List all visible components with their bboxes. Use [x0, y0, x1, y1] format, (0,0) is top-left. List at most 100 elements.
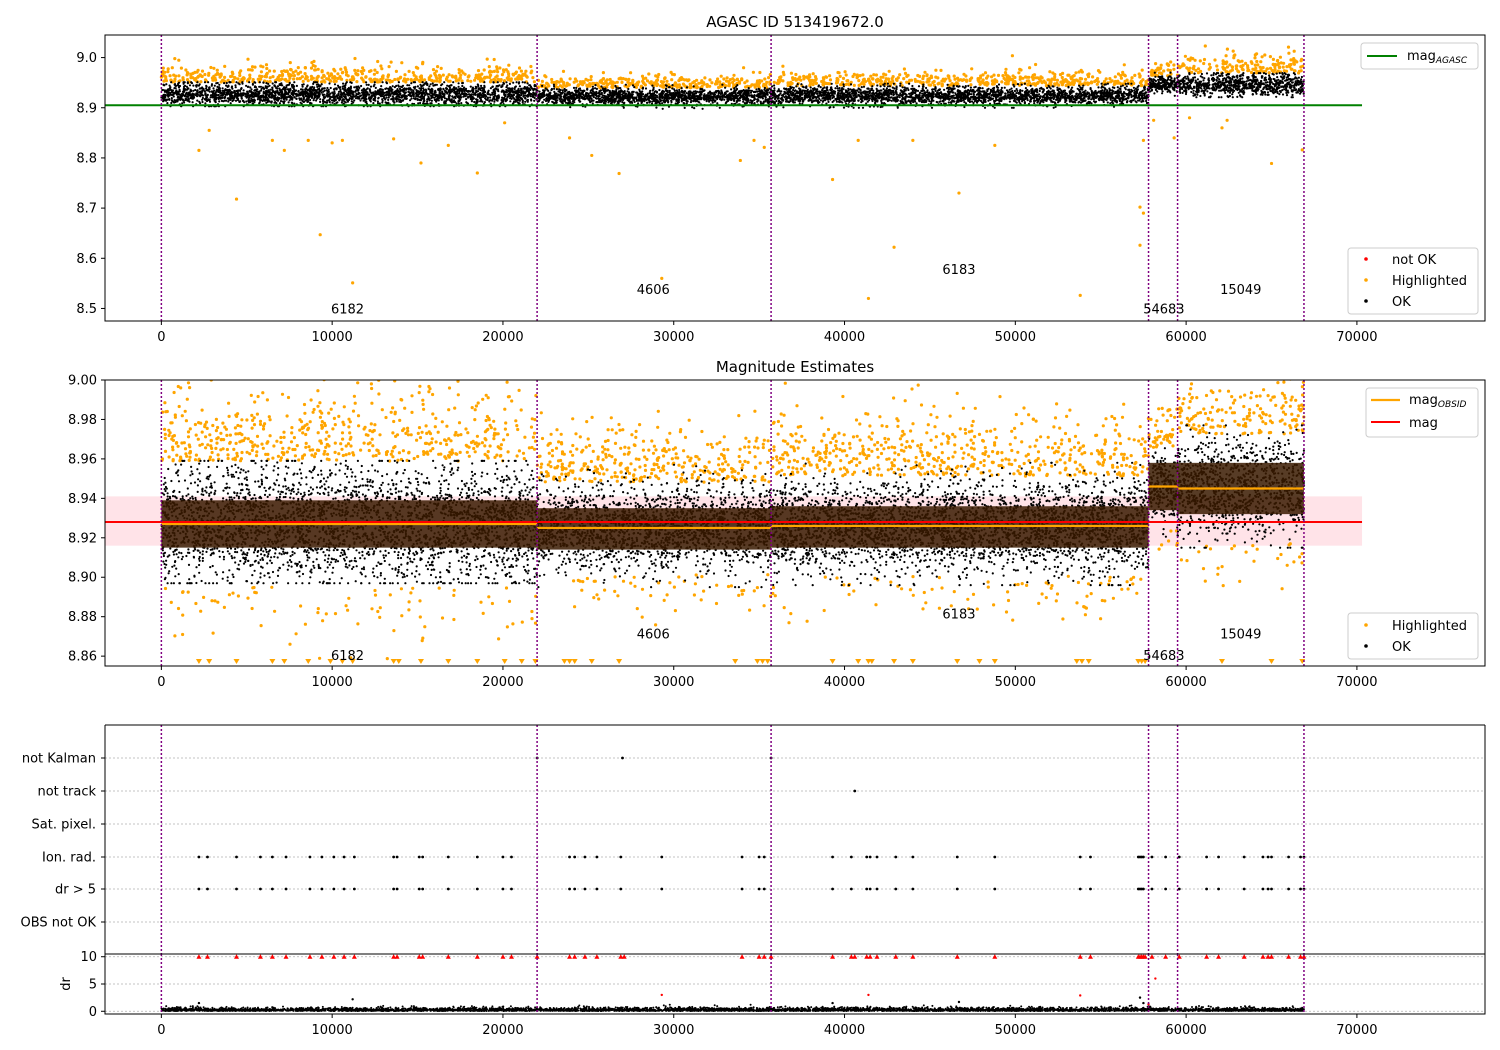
- data-point-ok: [543, 98, 546, 101]
- data-point-ok: [476, 83, 479, 86]
- data-point-ok: [217, 89, 220, 92]
- data-point-ok: [311, 85, 314, 88]
- data-point-ok: [685, 102, 688, 105]
- data-point-ok: [381, 81, 384, 84]
- data-point-ok: [227, 100, 230, 103]
- data-point-highlighted: [802, 74, 806, 78]
- data-point-ok: [481, 95, 484, 98]
- data-point-ok: [409, 92, 412, 95]
- data-point-ok: [186, 95, 189, 98]
- data-point-ok: [493, 91, 496, 94]
- data-point-ok: [289, 97, 292, 100]
- data-point-highlighted: [332, 67, 336, 71]
- data-point-highlighted: [1244, 61, 1248, 65]
- data-point-highlighted: [354, 71, 358, 75]
- data-point-ok: [356, 96, 360, 99]
- data-point-highlighted: [1034, 76, 1038, 80]
- data-point-ok: [224, 95, 227, 99]
- data-point-ok: [594, 84, 597, 87]
- data-point-highlighted: [1069, 77, 1073, 81]
- data-point-ok: [402, 90, 405, 93]
- data-point-ok: [177, 96, 180, 99]
- data-point-ok: [543, 89, 546, 92]
- data-point-highlighted: [978, 82, 982, 86]
- data-point-ok: [426, 100, 429, 103]
- data-point-ok: [376, 90, 379, 93]
- data-point-ok: [201, 87, 205, 90]
- data-point-ok: [177, 81, 181, 84]
- data-point-ok: [344, 82, 347, 85]
- data-point-highlighted: [386, 78, 390, 82]
- data-point-ok: [514, 85, 518, 88]
- data-point-highlighted: [862, 82, 866, 86]
- data-point-ok: [162, 83, 165, 87]
- data-point-highlighted: [1096, 77, 1100, 81]
- data-point-ok: [595, 87, 599, 90]
- data-point-highlighted: [504, 68, 508, 72]
- data-point-ok: [397, 98, 400, 101]
- data-point-ok: [627, 87, 630, 91]
- data-point-ok: [280, 97, 283, 100]
- data-point-highlighted: [1116, 72, 1121, 76]
- data-point-ok: [241, 99, 244, 102]
- data-point-ok: [250, 97, 253, 100]
- data-point-ok: [361, 96, 364, 100]
- data-point-highlighted: [936, 82, 940, 86]
- data-point-highlighted: [356, 69, 360, 73]
- data-point-ok: [427, 87, 430, 90]
- data-point-highlighted: [828, 74, 832, 78]
- data-point-highlighted: [1019, 68, 1023, 72]
- data-point-ok: [205, 84, 208, 87]
- data-point-highlighted: [611, 84, 615, 88]
- data-point-ok: [509, 88, 512, 91]
- data-point-highlighted: [572, 80, 576, 84]
- data-point-ok: [516, 101, 520, 104]
- data-point-ok: [407, 88, 410, 91]
- data-point-ok: [180, 92, 184, 95]
- data-point-ok: [232, 91, 235, 94]
- data-point-highlighted: [956, 76, 960, 80]
- data-point-ok: [176, 100, 179, 103]
- data-point-highlighted: [906, 73, 910, 77]
- data-point-ok: [260, 95, 264, 98]
- data-point-highlighted: [745, 79, 749, 83]
- data-point-ok: [271, 86, 274, 89]
- data-point-highlighted: [489, 78, 493, 82]
- data-point-highlighted: [629, 71, 633, 75]
- data-point-highlighted: [948, 79, 952, 83]
- data-point-ok: [450, 98, 453, 101]
- data-point-highlighted: [1095, 82, 1099, 86]
- data-point-highlighted: [499, 79, 503, 83]
- data-point-highlighted: [1072, 82, 1076, 87]
- data-point-highlighted: [640, 74, 645, 78]
- data-point-highlighted: [561, 69, 566, 73]
- data-point-highlighted: [778, 79, 782, 83]
- data-point-highlighted: [1292, 61, 1296, 65]
- data-point-ok: [266, 99, 269, 102]
- data-point-ok: [454, 101, 457, 104]
- data-point-highlighted: [543, 84, 547, 88]
- data-point-highlighted: [1259, 60, 1263, 64]
- data-point-highlighted: [328, 78, 332, 82]
- data-point-highlighted: [702, 82, 706, 86]
- data-point-ok: [265, 94, 268, 97]
- data-point-highlighted: [1058, 73, 1063, 77]
- data-point-highlighted: [261, 65, 265, 69]
- data-point-highlighted: [925, 74, 929, 78]
- data-point-highlighted: [953, 77, 957, 81]
- data-point-ok: [437, 87, 440, 91]
- data-point-highlighted: [1256, 63, 1260, 67]
- data-point-ok: [545, 97, 548, 100]
- data-point-ok: [206, 94, 209, 97]
- data-point-ok: [249, 86, 252, 89]
- data-point-ok: [183, 81, 186, 84]
- data-point-highlighted: [223, 75, 227, 79]
- data-point-highlighted: [189, 76, 193, 80]
- data-point-ok: [430, 102, 433, 105]
- data-point-highlighted: [836, 70, 840, 75]
- data-point-highlighted: [396, 78, 400, 82]
- data-point-ok: [508, 82, 511, 85]
- data-point-highlighted: [727, 82, 731, 86]
- data-point-highlighted: [811, 82, 815, 87]
- data-point-highlighted: [1224, 54, 1228, 58]
